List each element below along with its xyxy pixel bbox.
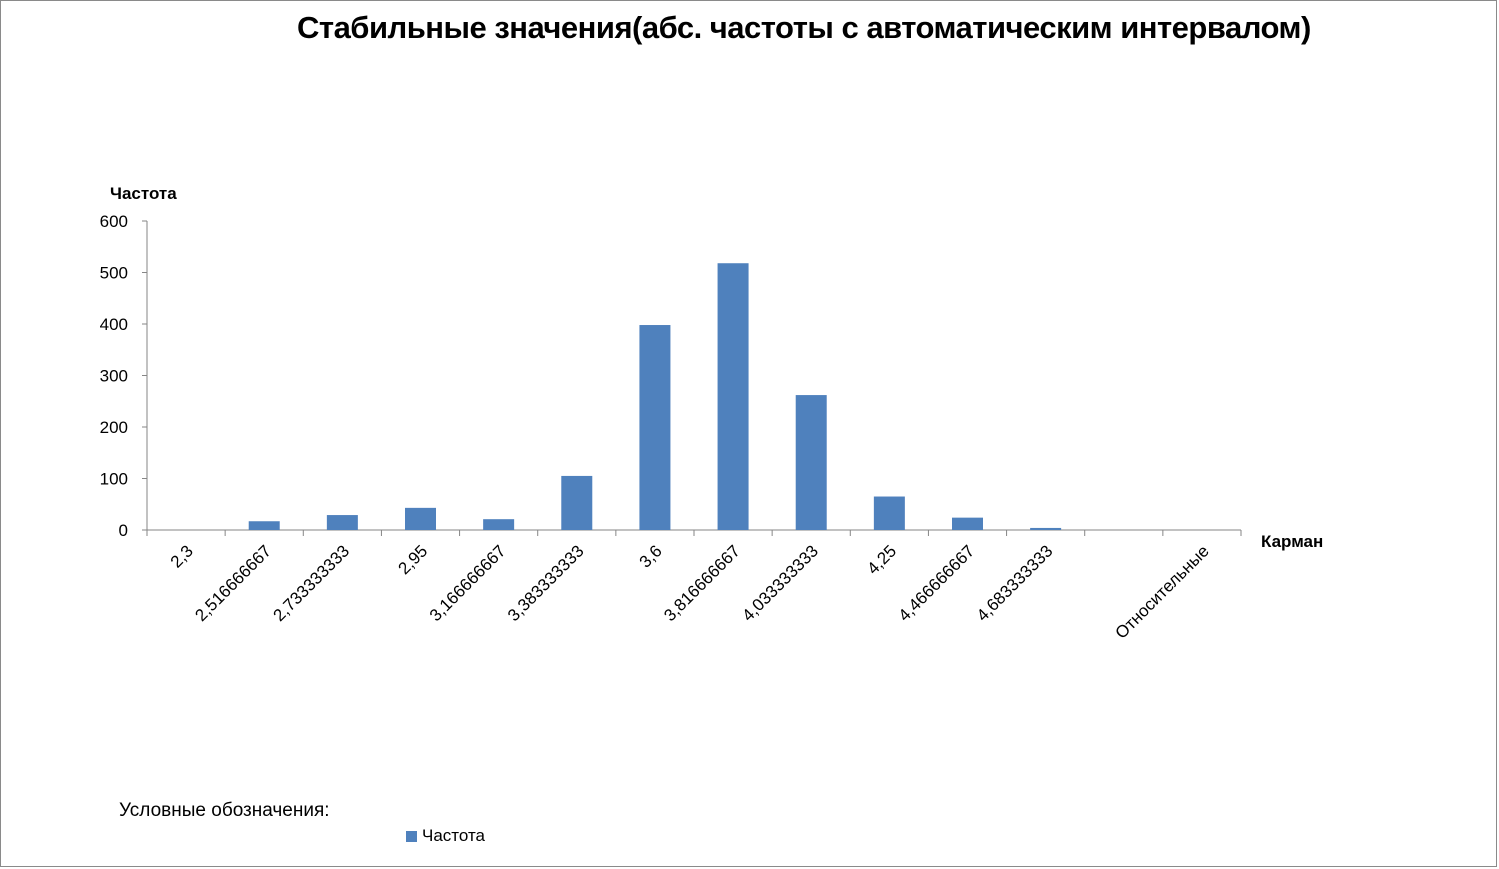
chart-title: Стабильные значения(абс. частоты с автом…: [297, 10, 1311, 45]
legend-label: Частота: [422, 826, 486, 845]
bar: [248, 521, 280, 530]
y-tick-label: 100: [100, 470, 128, 489]
y-tick-label: 400: [100, 315, 128, 334]
y-tick-label: 600: [100, 212, 128, 231]
x-tick-label: 2,3: [167, 541, 197, 571]
bar: [326, 515, 358, 530]
x-tick-label: 4,466666667: [895, 541, 979, 625]
x-tick-label: 3,6: [636, 541, 666, 571]
bar: [952, 517, 983, 530]
x-tick-label: 4,683333333: [973, 541, 1057, 625]
y-tick-label: 0: [119, 521, 128, 540]
legend-swatch: [406, 830, 417, 842]
x-tick-label: 4,25: [863, 541, 900, 578]
x-tick-label: 4,033333333: [738, 541, 822, 625]
x-tick-label: 2,733333333: [270, 541, 354, 625]
x-tick-label: 3,383333333: [504, 541, 588, 625]
bar: [1030, 527, 1062, 530]
bar: [561, 475, 593, 530]
x-tick-label: 2,95: [394, 541, 431, 578]
x-tick-label: Относительные: [1112, 541, 1213, 642]
y-tick-label: 200: [100, 418, 128, 437]
bar: [717, 263, 749, 530]
bar: [405, 507, 436, 530]
legend-title: Условные обозначения:: [119, 800, 330, 821]
legend-item: Частота: [406, 826, 485, 846]
y-tick-label: 500: [100, 264, 128, 283]
x-tick-label: 3,816666667: [660, 541, 744, 625]
x-axis-title: Карман: [1261, 532, 1324, 551]
bar: [639, 325, 671, 530]
y-axis-title: Частота: [110, 184, 177, 203]
bar: [873, 496, 905, 530]
bar: [795, 395, 827, 530]
y-tick-label: 300: [100, 367, 128, 386]
x-tick-label: 3,166666667: [426, 541, 510, 625]
bar: [483, 519, 515, 530]
x-tick-label: 2,516666667: [191, 541, 275, 625]
